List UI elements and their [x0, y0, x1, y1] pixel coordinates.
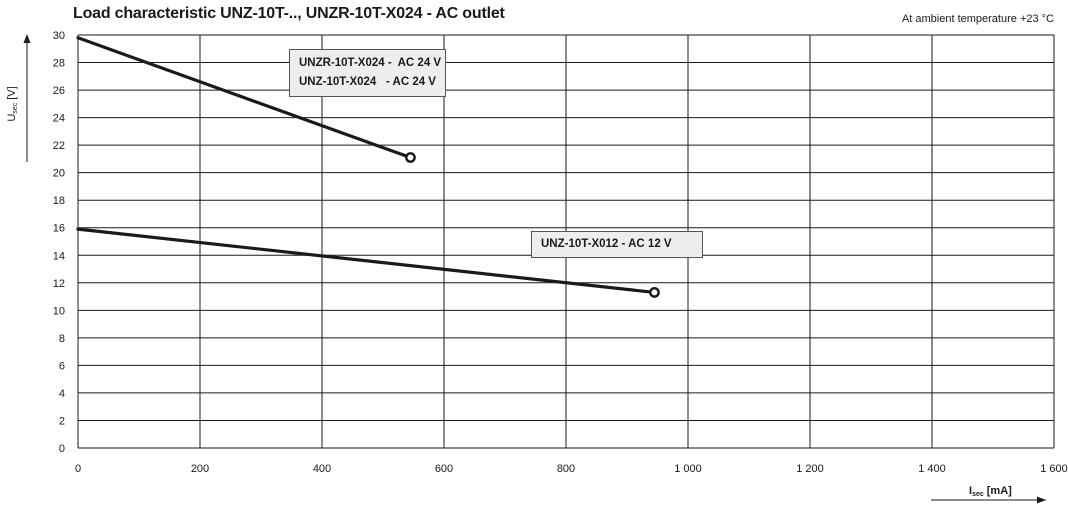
x-axis-label-subscript: sec [972, 491, 984, 498]
y-tick-label: 10 [53, 305, 65, 317]
y-axis-label-symbol: U [6, 114, 18, 122]
y-tick-label: 12 [53, 278, 65, 290]
series-line [76, 227, 657, 295]
x-axis-ticks: 0 200 400 600 800 1 000 1 200 1 400 1 600 [75, 463, 1068, 475]
grid [77, 34, 1055, 449]
y-tick-label: 0 [59, 443, 65, 455]
label-ac24-line2: UNZ-10T-X024 - AC 24 V [299, 76, 436, 88]
x-axis-label-symbol: I [969, 485, 972, 497]
x-tick-label: 400 [313, 463, 331, 475]
series-end-marker [405, 152, 416, 163]
y-tick-label: 26 [53, 85, 65, 97]
y-axis-label-unit: [V] [6, 86, 18, 99]
y-tick-label: 8 [59, 333, 65, 345]
y-tick-label: 18 [53, 195, 65, 207]
y-axis-label-subscript: sec [12, 102, 19, 113]
y-tick-label: 2 [59, 415, 65, 427]
y-tick-label: 20 [53, 168, 65, 180]
y-tick-label: 24 [53, 113, 65, 125]
x-tick-label: 1 600 [1040, 463, 1068, 475]
series-group [76, 36, 660, 298]
chart-title: Load characteristic UNZ-10T-.., UNZR-10T… [73, 5, 505, 22]
x-tick-label: 600 [435, 463, 453, 475]
y-axis-arrow-head [23, 34, 31, 43]
label-ac12: UNZ-10T-X012 - AC 12 V [531, 231, 703, 258]
svg-text:Usec[V]: Usec [V] [6, 86, 19, 121]
label-ac24-line1: UNZR-10T-X024 - AC 24 V [299, 57, 442, 69]
x-axis-label: Isec [mA] [931, 485, 1046, 504]
label-ac24: UNZR-10T-X024 - AC 24 V UNZ-10T-X024 - AC… [289, 49, 446, 97]
y-axis-label: Usec [V] [6, 34, 31, 162]
x-axis-arrow-head [1037, 496, 1046, 504]
y-tick-label: 4 [59, 388, 65, 400]
y-tick-label: 30 [53, 30, 65, 42]
x-tick-label: 200 [191, 463, 209, 475]
y-tick-label: 14 [53, 250, 65, 262]
x-tick-label: 1 200 [796, 463, 824, 475]
y-tick-label: 16 [53, 223, 65, 235]
svg-text:Isec[mA]: Isec [mA] [969, 485, 1012, 498]
series-end-marker [649, 287, 660, 298]
y-tick-label: 28 [53, 58, 65, 70]
x-tick-label: 1 400 [918, 463, 946, 475]
ambient-temperature-note: At ambient temperature +23 °C [901, 13, 1054, 25]
x-axis-label-unit: [mA] [987, 485, 1012, 497]
series-line [76, 36, 413, 160]
y-tick-label: 6 [59, 360, 65, 372]
label-ac12-text: UNZ-10T-X012 - AC 12 V [541, 238, 672, 250]
x-tick-label: 0 [75, 463, 81, 475]
x-tick-label: 1 000 [674, 463, 702, 475]
x-tick-label: 800 [557, 463, 575, 475]
y-tick-label: 22 [53, 140, 65, 152]
